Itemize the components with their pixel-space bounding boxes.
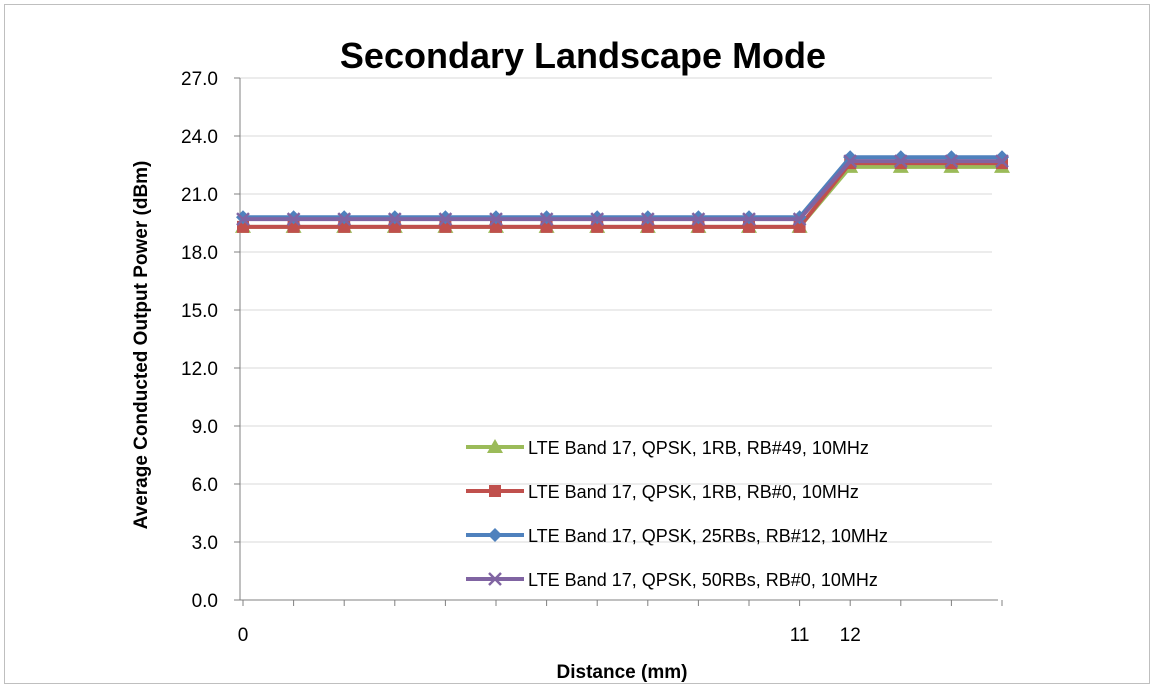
chart-title: Secondary Landscape Mode <box>340 35 826 76</box>
series-point <box>742 212 756 227</box>
legend-entry: LTE Band 17, QPSK, 1RB, RB#0, 10MHz <box>466 482 859 502</box>
legend-label: LTE Band 17, QPSK, 50RBs, RB#0, 10MHz <box>528 570 878 590</box>
legend: LTE Band 17, QPSK, 1RB, RB#49, 10MHz LTE … <box>466 438 888 590</box>
y-tick-labels: 0.0 3.0 6.0 9.0 12.0 15.0 18.0 21.0 24.0 27.0 <box>181 69 218 612</box>
series-point <box>792 212 807 227</box>
series-group <box>235 150 1010 233</box>
series-point <box>487 439 503 453</box>
x-tick-labels: 0 11 12 <box>238 625 861 646</box>
series-point <box>944 154 959 169</box>
y-tick-label: 12.0 <box>181 359 218 380</box>
series-line <box>243 159 1002 222</box>
x-tick-label: 12 <box>840 625 861 646</box>
legend-label: LTE Band 17, QPSK, 25RBs, RB#12, 10MHz <box>528 526 888 546</box>
y-tick-label: 24.0 <box>181 127 218 148</box>
series-point <box>590 212 605 227</box>
series-point <box>438 212 453 227</box>
x-tick-label: 11 <box>790 625 810 646</box>
series-point <box>286 212 301 227</box>
y-tick-label: 6.0 <box>192 475 218 496</box>
series <box>235 158 1010 233</box>
y-axis-title: Average Conducted Output Power (dBm) <box>131 161 152 530</box>
series-point <box>893 154 908 169</box>
series-point <box>488 528 502 542</box>
y-tick-label: 18.0 <box>181 243 218 264</box>
series-point <box>995 154 1009 169</box>
series-point <box>489 212 503 227</box>
series-point <box>640 212 655 227</box>
y-tick-label: 3.0 <box>192 533 218 554</box>
y-tick-label: 15.0 <box>181 301 218 322</box>
legend-label: LTE Band 17, QPSK, 1RB, RB#0, 10MHz <box>528 482 859 502</box>
series-point <box>691 212 706 227</box>
y-tick-label: 9.0 <box>192 417 218 438</box>
series-point <box>387 212 402 227</box>
gridlines <box>240 77 992 543</box>
series <box>236 154 1009 227</box>
legend-entry: LTE Band 17, QPSK, 1RB, RB#49, 10MHz <box>466 438 869 458</box>
y-tick-label: 27.0 <box>181 69 218 90</box>
series-point <box>489 485 501 497</box>
y-tick-label: 0.0 <box>192 591 218 612</box>
series-point <box>843 154 858 169</box>
series-point <box>337 212 352 227</box>
legend-entry: LTE Band 17, QPSK, 25RBs, RB#12, 10MHz <box>466 526 888 546</box>
y-tick-label: 21.0 <box>181 185 218 206</box>
legend-entry: LTE Band 17, QPSK, 50RBs, RB#0, 10MHz <box>466 570 878 590</box>
legend-label: LTE Band 17, QPSK, 1RB, RB#49, 10MHz <box>528 438 869 458</box>
chart-frame <box>4 4 1150 684</box>
x-tick-label: 0 <box>238 625 249 646</box>
axes <box>234 77 1003 606</box>
x-axis-title: Distance (mm) <box>557 662 688 683</box>
series-point <box>488 572 502 586</box>
series-point <box>236 212 250 227</box>
series-point <box>539 212 554 227</box>
